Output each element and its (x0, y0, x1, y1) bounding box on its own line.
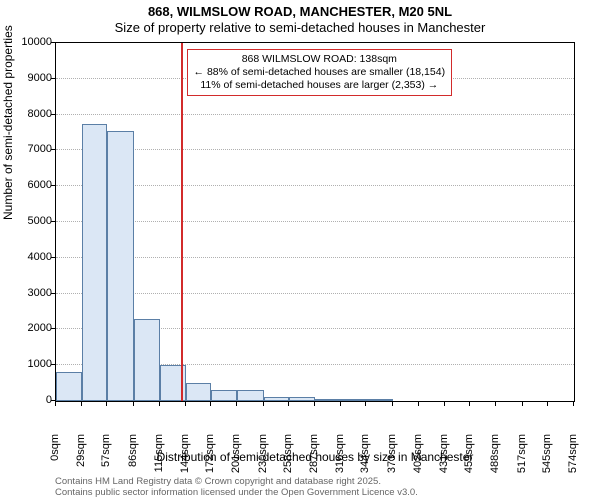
property-size-histogram: 868, WILMSLOW ROAD, MANCHESTER, M20 5NL … (0, 0, 600, 500)
annotation-line2: ← 88% of semi-detached houses are smalle… (194, 66, 446, 79)
x-tick-mark (236, 402, 237, 406)
gridline (56, 114, 574, 115)
x-tick-mark (106, 402, 107, 406)
x-tick-mark (55, 402, 56, 406)
plot-area: 868 WILMSLOW ROAD: 138sqm ← 88% of semi-… (55, 42, 575, 402)
x-tick-mark (159, 402, 160, 406)
x-tick-mark (185, 402, 186, 406)
histogram-bar (315, 399, 341, 401)
histogram-bar (186, 383, 211, 401)
x-tick-mark (288, 402, 289, 406)
histogram-bar (366, 399, 392, 401)
marker-line (181, 43, 183, 401)
x-tick-mark (263, 402, 264, 406)
chart-title-line2: Size of property relative to semi-detach… (0, 20, 600, 35)
y-tick-label: 10000 (7, 36, 52, 48)
x-tick-mark (469, 402, 470, 406)
histogram-bar (341, 399, 366, 401)
y-tick-label: 8000 (7, 108, 52, 120)
histogram-bar (82, 124, 107, 401)
y-tick-label: 5000 (7, 215, 52, 227)
histogram-bar (56, 372, 82, 401)
y-tick-label: 1000 (7, 358, 52, 370)
gridline (56, 257, 574, 258)
annotation-box: 868 WILMSLOW ROAD: 138sqm ← 88% of semi-… (187, 49, 453, 96)
y-tick-label: 2000 (7, 322, 52, 334)
x-tick-mark (81, 402, 82, 406)
y-tick-label: 7000 (7, 143, 52, 155)
histogram-bar (107, 131, 133, 401)
x-tick-mark (210, 402, 211, 406)
x-tick-mark (340, 402, 341, 406)
chart-title-line1: 868, WILMSLOW ROAD, MANCHESTER, M20 5NL (0, 4, 600, 19)
footer-attribution: Contains HM Land Registry data © Crown c… (55, 477, 418, 499)
gridline (56, 185, 574, 186)
footer-line2: Contains public sector information licen… (55, 488, 418, 499)
x-tick-mark (133, 402, 134, 406)
gridline (56, 221, 574, 222)
y-tick-label: 3000 (7, 287, 52, 299)
x-tick-mark (573, 402, 574, 406)
gridline (56, 149, 574, 150)
x-tick-mark (392, 402, 393, 406)
histogram-bar (211, 390, 237, 401)
histogram-bar (289, 397, 315, 401)
x-tick-mark (522, 402, 523, 406)
y-tick-label: 9000 (7, 72, 52, 84)
x-tick-mark (495, 402, 496, 406)
x-axis-label: Distribution of semi-detached houses by … (55, 450, 575, 464)
y-tick-label: 0 (7, 394, 52, 406)
histogram-bar (264, 397, 289, 401)
x-tick-mark (365, 402, 366, 406)
histogram-bar (237, 390, 263, 401)
gridline (56, 293, 574, 294)
y-tick-label: 4000 (7, 251, 52, 263)
annotation-line3: 11% of semi-detached houses are larger (… (194, 79, 446, 92)
y-tick-label: 6000 (7, 179, 52, 191)
x-tick-mark (418, 402, 419, 406)
annotation-line1: 868 WILMSLOW ROAD: 138sqm (194, 53, 446, 66)
histogram-bar (134, 319, 160, 401)
x-tick-mark (444, 402, 445, 406)
x-tick-mark (314, 402, 315, 406)
x-tick-mark (547, 402, 548, 406)
